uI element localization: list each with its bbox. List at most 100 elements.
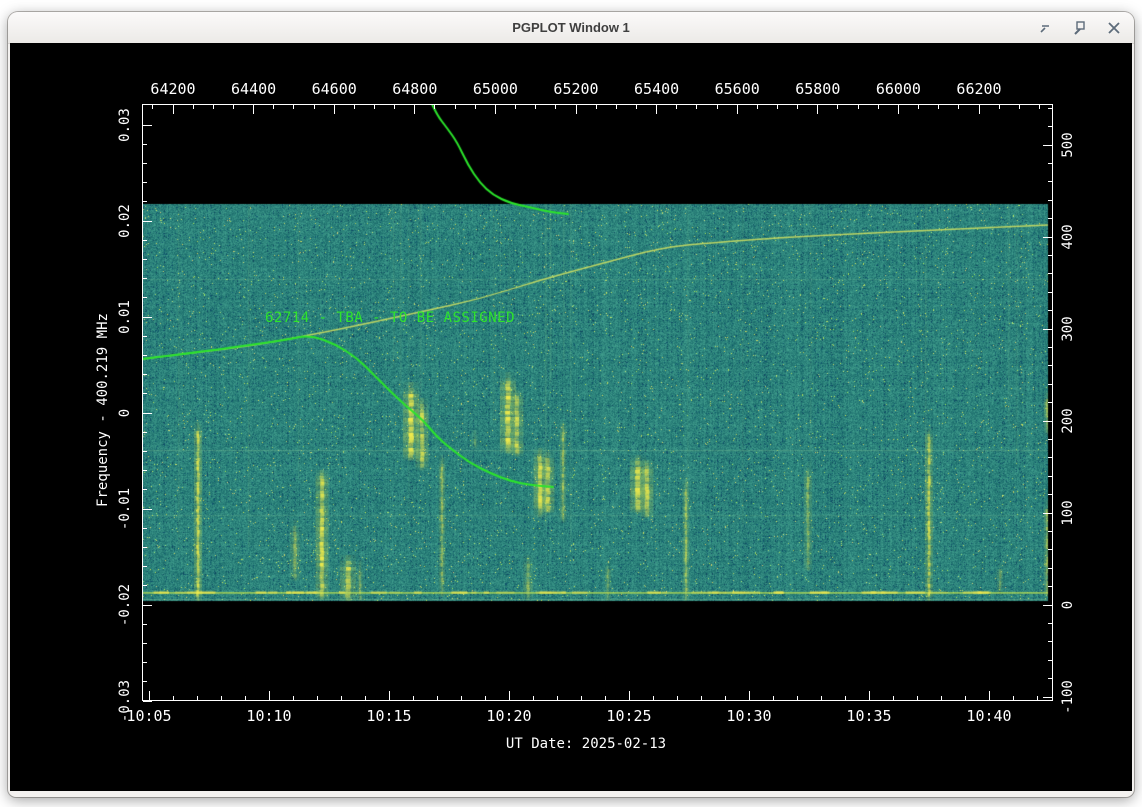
axis-tick — [143, 374, 147, 376]
axis-tick — [143, 489, 147, 491]
axis-tick — [494, 105, 496, 114]
left-axis-tick-label: 0.02 — [117, 204, 133, 238]
bottom-axis-tick-label: 10:40 — [966, 707, 1012, 725]
axis-tick — [454, 105, 456, 109]
axis-tick — [152, 105, 154, 109]
bottom-axis-tick-label: 10:20 — [486, 707, 532, 725]
axis-tick — [676, 105, 678, 109]
axis-tick — [143, 393, 147, 395]
axis-tick — [143, 335, 147, 337]
axis-tick — [143, 239, 147, 241]
axis-tick — [143, 623, 147, 625]
axis-tick — [1048, 310, 1052, 312]
axis-tick — [1048, 549, 1052, 551]
axis-tick — [148, 691, 150, 700]
axis-tick — [394, 105, 396, 109]
axis-tick — [436, 696, 438, 700]
axis-tick — [877, 105, 879, 109]
axis-tick — [412, 696, 414, 700]
axis-tick — [897, 105, 899, 114]
axis-tick — [797, 105, 799, 109]
axis-tick — [615, 105, 617, 109]
axis-tick — [1048, 291, 1052, 293]
right-axis-tick-label: 500 — [1060, 132, 1076, 158]
axis-tick — [220, 696, 222, 700]
axis-tick — [857, 105, 859, 109]
axis-tick — [143, 681, 147, 683]
axis-tick — [868, 691, 870, 700]
axis-tick — [748, 691, 750, 700]
axis-tick — [143, 508, 152, 510]
axis-tick — [940, 696, 942, 700]
axis-tick — [756, 105, 758, 109]
top-axis-tick-label: 64800 — [392, 80, 438, 98]
spectrogram-canvas — [142, 104, 1053, 701]
axis-tick — [1048, 622, 1052, 624]
titlebar[interactable]: PGPLOT Window 1 — [8, 12, 1134, 44]
x-axis-title: UT Date: 2025-02-13 — [505, 736, 667, 752]
axis-tick — [143, 527, 147, 529]
top-axis-tick-label: 65600 — [714, 80, 760, 98]
axis-tick — [656, 105, 658, 114]
axis-tick — [1048, 586, 1052, 588]
close-icon — [1108, 21, 1120, 34]
axis-tick — [1048, 365, 1052, 367]
axis-tick — [575, 105, 577, 114]
axis-tick — [676, 696, 678, 700]
axis-tick — [918, 105, 920, 109]
axis-tick — [143, 143, 147, 145]
axis-tick — [595, 105, 597, 109]
axis-tick — [143, 431, 147, 433]
minimize-button[interactable] — [1036, 18, 1056, 38]
bottom-axis-tick-label: 10:30 — [726, 707, 772, 725]
axis-tick — [1038, 105, 1040, 109]
axis-tick — [837, 105, 839, 109]
axis-tick — [143, 201, 147, 203]
axis-tick — [1048, 107, 1052, 109]
axis-tick — [1043, 328, 1052, 330]
axis-tick — [143, 566, 147, 568]
axis-tick — [143, 700, 152, 702]
top-axis-tick-label: 64600 — [311, 80, 357, 98]
axis-tick — [143, 124, 152, 126]
axis-tick — [353, 105, 355, 109]
axis-tick — [1048, 181, 1052, 183]
axis-tick — [1048, 678, 1052, 680]
axis-tick — [340, 696, 342, 700]
top-axis-tick-label: 66000 — [875, 80, 921, 98]
axis-tick — [604, 696, 606, 700]
axis-tick — [1048, 659, 1052, 661]
axis-tick — [143, 258, 147, 260]
top-axis-tick-label: 65800 — [795, 80, 841, 98]
right-axis-tick-label: 300 — [1060, 316, 1076, 342]
left-axis-tick-label: 0.01 — [117, 300, 133, 334]
axis-tick — [1048, 457, 1052, 459]
minimize-icon — [1040, 24, 1049, 33]
axis-tick — [796, 696, 798, 700]
window-title: PGPLOT Window 1 — [512, 20, 630, 35]
axis-tick — [535, 105, 537, 109]
top-axis-tick-label: 66200 — [956, 80, 1002, 98]
axis-tick — [777, 105, 778, 109]
axis-tick — [1036, 696, 1038, 700]
axis-tick — [1048, 218, 1052, 220]
right-axis-tick-label: 400 — [1060, 224, 1076, 250]
close-button[interactable] — [1104, 18, 1124, 38]
axis-tick — [143, 585, 147, 587]
left-axis-tick-label: -0.01 — [117, 487, 133, 531]
axis-tick — [772, 696, 774, 700]
axis-tick — [652, 696, 654, 700]
axis-tick — [696, 105, 698, 109]
axis-tick — [1048, 254, 1052, 256]
bottom-axis-tick-label: 10:15 — [366, 707, 412, 725]
maximize-button[interactable] — [1070, 18, 1090, 38]
window-controls — [1036, 12, 1124, 43]
axis-tick — [1043, 696, 1052, 698]
axis-tick — [1048, 530, 1052, 532]
y-axis-title: Frequency - 400.219 MHz — [95, 313, 111, 507]
maximize-icon — [1074, 20, 1085, 35]
axis-tick — [460, 696, 462, 700]
axis-tick — [253, 105, 255, 114]
axis-tick — [414, 105, 416, 114]
axis-tick — [484, 696, 486, 700]
